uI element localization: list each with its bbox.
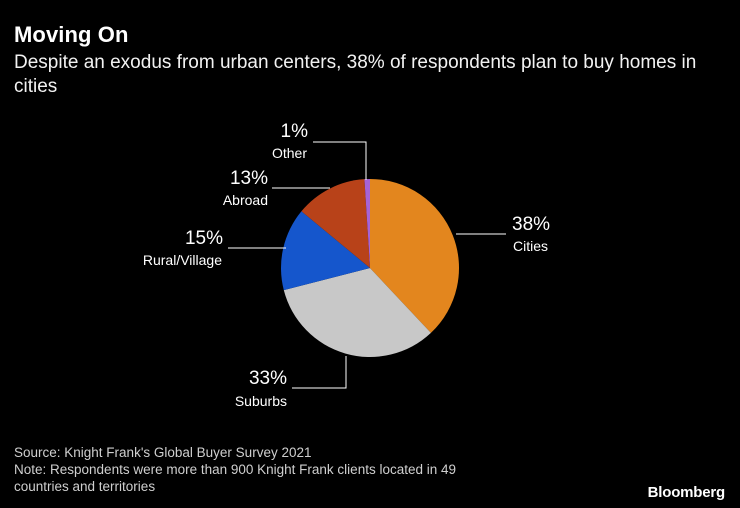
slice-percent-label: 15%: [185, 228, 223, 249]
chart-subtitle: Despite an exodus from urban centers, 38…: [14, 52, 697, 97]
slice-category-label: Suburbs: [235, 393, 287, 409]
slice-percent-label: 33%: [249, 368, 287, 389]
slice-category-label: Rural/Village: [143, 252, 222, 268]
respondents-note-line-1: Note: Respondents were more than 900 Kni…: [14, 462, 457, 477]
pie-slice-suburbs: [283, 268, 431, 357]
respondents-note-line-2: countries and territories: [14, 479, 156, 494]
slice-labels: 38% Cities 33% Suburbs 15% Rural/Village 13% Ab…: [143, 121, 550, 409]
slice-category-label: Cities: [513, 238, 548, 254]
pie-slice-rural-village: [281, 211, 370, 291]
leader-line: [292, 356, 347, 389]
pie-slices: [281, 179, 459, 357]
slice-percent-label: 13%: [230, 168, 268, 189]
source-note: Source: Knight Frank's Global Buyer Surv…: [14, 445, 312, 460]
slice-category-label: Other: [272, 145, 307, 161]
leader-lines: [228, 141, 506, 389]
chart-title: Moving On: [14, 22, 129, 47]
chart-footer: Source: Knight Frank's Global Buyer Surv…: [14, 444, 574, 495]
slice-category-label: Abroad: [223, 192, 268, 208]
pie-slice-abroad: [301, 179, 370, 268]
bloomberg-logo: Bloomberg: [647, 484, 726, 501]
pie-slice-other: [364, 179, 370, 268]
slice-percent-label: 38%: [512, 214, 550, 235]
leader-line: [313, 141, 367, 180]
slice-percent-label: 1%: [281, 121, 309, 142]
pie-slice-cities: [370, 179, 459, 333]
